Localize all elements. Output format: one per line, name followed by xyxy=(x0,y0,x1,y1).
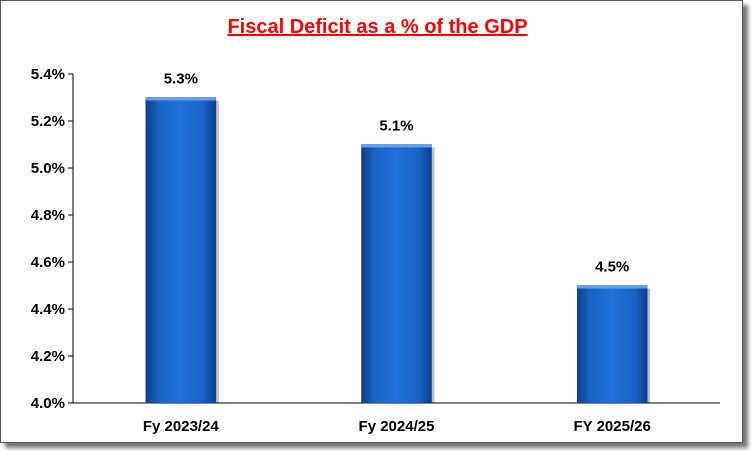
bar xyxy=(145,97,217,404)
bar-top-highlight xyxy=(577,285,648,289)
bar xyxy=(361,144,432,404)
x-tick-label: Fy 2023/24 xyxy=(143,418,220,435)
bar xyxy=(576,285,648,404)
x-tick-label: FY 2025/26 xyxy=(574,418,651,435)
y-tick-label: 4.0% xyxy=(31,395,65,412)
y-tick-label: 5.2% xyxy=(31,113,65,130)
bar-top-highlight xyxy=(361,144,432,148)
bar-top-highlight xyxy=(145,97,216,101)
data-label: 4.5% xyxy=(595,259,629,276)
y-tick-label: 5.4% xyxy=(31,66,65,83)
chart-title: Fiscal Deficit as a % of the GDP xyxy=(227,16,528,38)
y-tick-label: 4.2% xyxy=(31,348,65,365)
data-label: 5.3% xyxy=(164,71,198,88)
y-tick-label: 4.4% xyxy=(31,301,65,318)
y-tick-label: 5.0% xyxy=(31,160,65,177)
data-label: 5.1% xyxy=(379,118,413,135)
x-tick-label: Fy 2024/25 xyxy=(359,418,435,435)
y-tick-label: 4.8% xyxy=(31,207,65,224)
y-tick-label: 4.6% xyxy=(31,254,65,271)
